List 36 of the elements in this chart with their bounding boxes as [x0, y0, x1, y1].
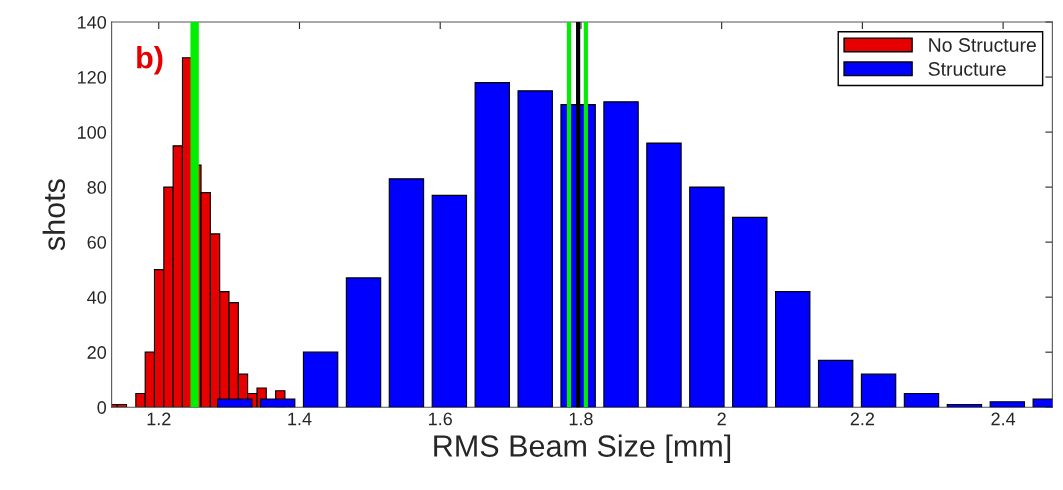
- y-tick-label: 20: [87, 346, 107, 359]
- bar: [345, 277, 382, 408]
- x-tick-label: 1.2: [147, 412, 171, 426]
- bar: [517, 90, 553, 408]
- bar: [646, 142, 682, 408]
- y-tick-label: 140: [78, 15, 107, 29]
- bar: [946, 403, 983, 408]
- y-tick-label: 60: [87, 236, 107, 249]
- x-axis-title: RMS Beam Size [mm]: [434, 434, 731, 463]
- bar: [603, 101, 639, 408]
- legend-label: Structure: [928, 62, 1006, 76]
- annotation: b): [137, 46, 163, 75]
- bar: [860, 373, 897, 408]
- y-tick-label: 40: [87, 291, 107, 304]
- bar: [388, 178, 425, 408]
- x-tick-label: 2: [717, 412, 726, 426]
- y-tick-label: 0: [97, 401, 107, 414]
- y-tick-label: 100: [78, 126, 107, 139]
- y-tick-label: 80: [87, 181, 107, 194]
- x-tick-label: 2.4: [991, 412, 1016, 426]
- bar: [474, 82, 511, 408]
- bar: [732, 216, 768, 408]
- y-tick-label: 120: [78, 71, 107, 84]
- x-tick-label: 2.2: [850, 412, 875, 426]
- bar: [689, 186, 725, 408]
- bar: [302, 351, 339, 408]
- bar: [989, 401, 1026, 408]
- x-tick-label: 1.4: [288, 412, 312, 426]
- bar: [775, 291, 811, 408]
- legend-label: No Structure: [929, 38, 1036, 52]
- bar: [431, 194, 468, 408]
- bar: [903, 392, 940, 408]
- bar: [817, 359, 854, 408]
- y-axis-title: shots: [42, 179, 66, 251]
- x-tick-label: 1.6: [429, 412, 452, 426]
- x-tick-label: 1.8: [569, 412, 593, 426]
